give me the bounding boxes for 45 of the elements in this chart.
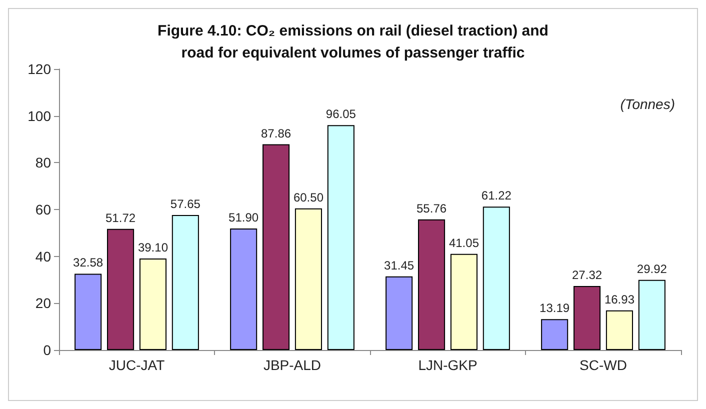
data-label: 51.90 <box>228 210 259 224</box>
y-tick-label: 60 <box>35 202 52 218</box>
y-tick-label: 120 <box>28 61 52 77</box>
bar <box>541 319 568 350</box>
bar <box>482 206 510 350</box>
chart-title: Figure 4.10: CO₂ emissions on rail (diesel traction) and road for equivalent volumes of passenger traffic <box>158 22 548 62</box>
data-label: 31.45 <box>384 258 414 272</box>
data-label: 41.05 <box>448 236 480 250</box>
bar <box>74 274 102 350</box>
y-tick-label: 0 <box>43 342 52 358</box>
bar <box>139 258 166 350</box>
data-label: 51.72 <box>106 210 136 225</box>
data-label: 13.19 <box>540 301 570 316</box>
y-tick-label: 80 <box>35 154 52 171</box>
data-label: 27.32 <box>572 268 602 282</box>
data-label: 39.10 <box>138 240 168 254</box>
bar <box>638 280 666 350</box>
bar <box>418 219 446 350</box>
data-label: 61.22 <box>481 188 512 203</box>
y-tick-label: 20 <box>35 295 52 312</box>
x-tick-label: LJN-GKP <box>418 357 478 373</box>
bar <box>294 208 322 350</box>
bar <box>262 144 290 350</box>
bar <box>327 125 354 350</box>
bar <box>230 228 258 350</box>
x-tick-label: SC-WD <box>580 357 627 373</box>
data-label: 60.50 <box>293 190 324 204</box>
bar <box>386 276 413 350</box>
y-tick-label: 100 <box>28 108 52 124</box>
y-tick-label: 40 <box>35 248 52 264</box>
annotation: (Tonnes) <box>620 96 676 112</box>
x-tick-label: JBP-ALD <box>263 357 322 373</box>
data-label: 57.65 <box>170 197 201 212</box>
data-label: 29.92 <box>636 262 668 276</box>
data-label: 87.86 <box>261 126 292 140</box>
data-label: 96.05 <box>326 107 356 122</box>
bar <box>450 254 478 350</box>
data-label: 16.93 <box>604 292 635 306</box>
data-label: 55.76 <box>416 201 447 216</box>
bar <box>172 215 199 350</box>
x-tick-label: JUC-JAT <box>108 357 166 373</box>
bar <box>574 286 601 350</box>
bar <box>107 228 134 350</box>
bar <box>606 310 633 350</box>
data-label: 32.58 <box>73 256 104 270</box>
